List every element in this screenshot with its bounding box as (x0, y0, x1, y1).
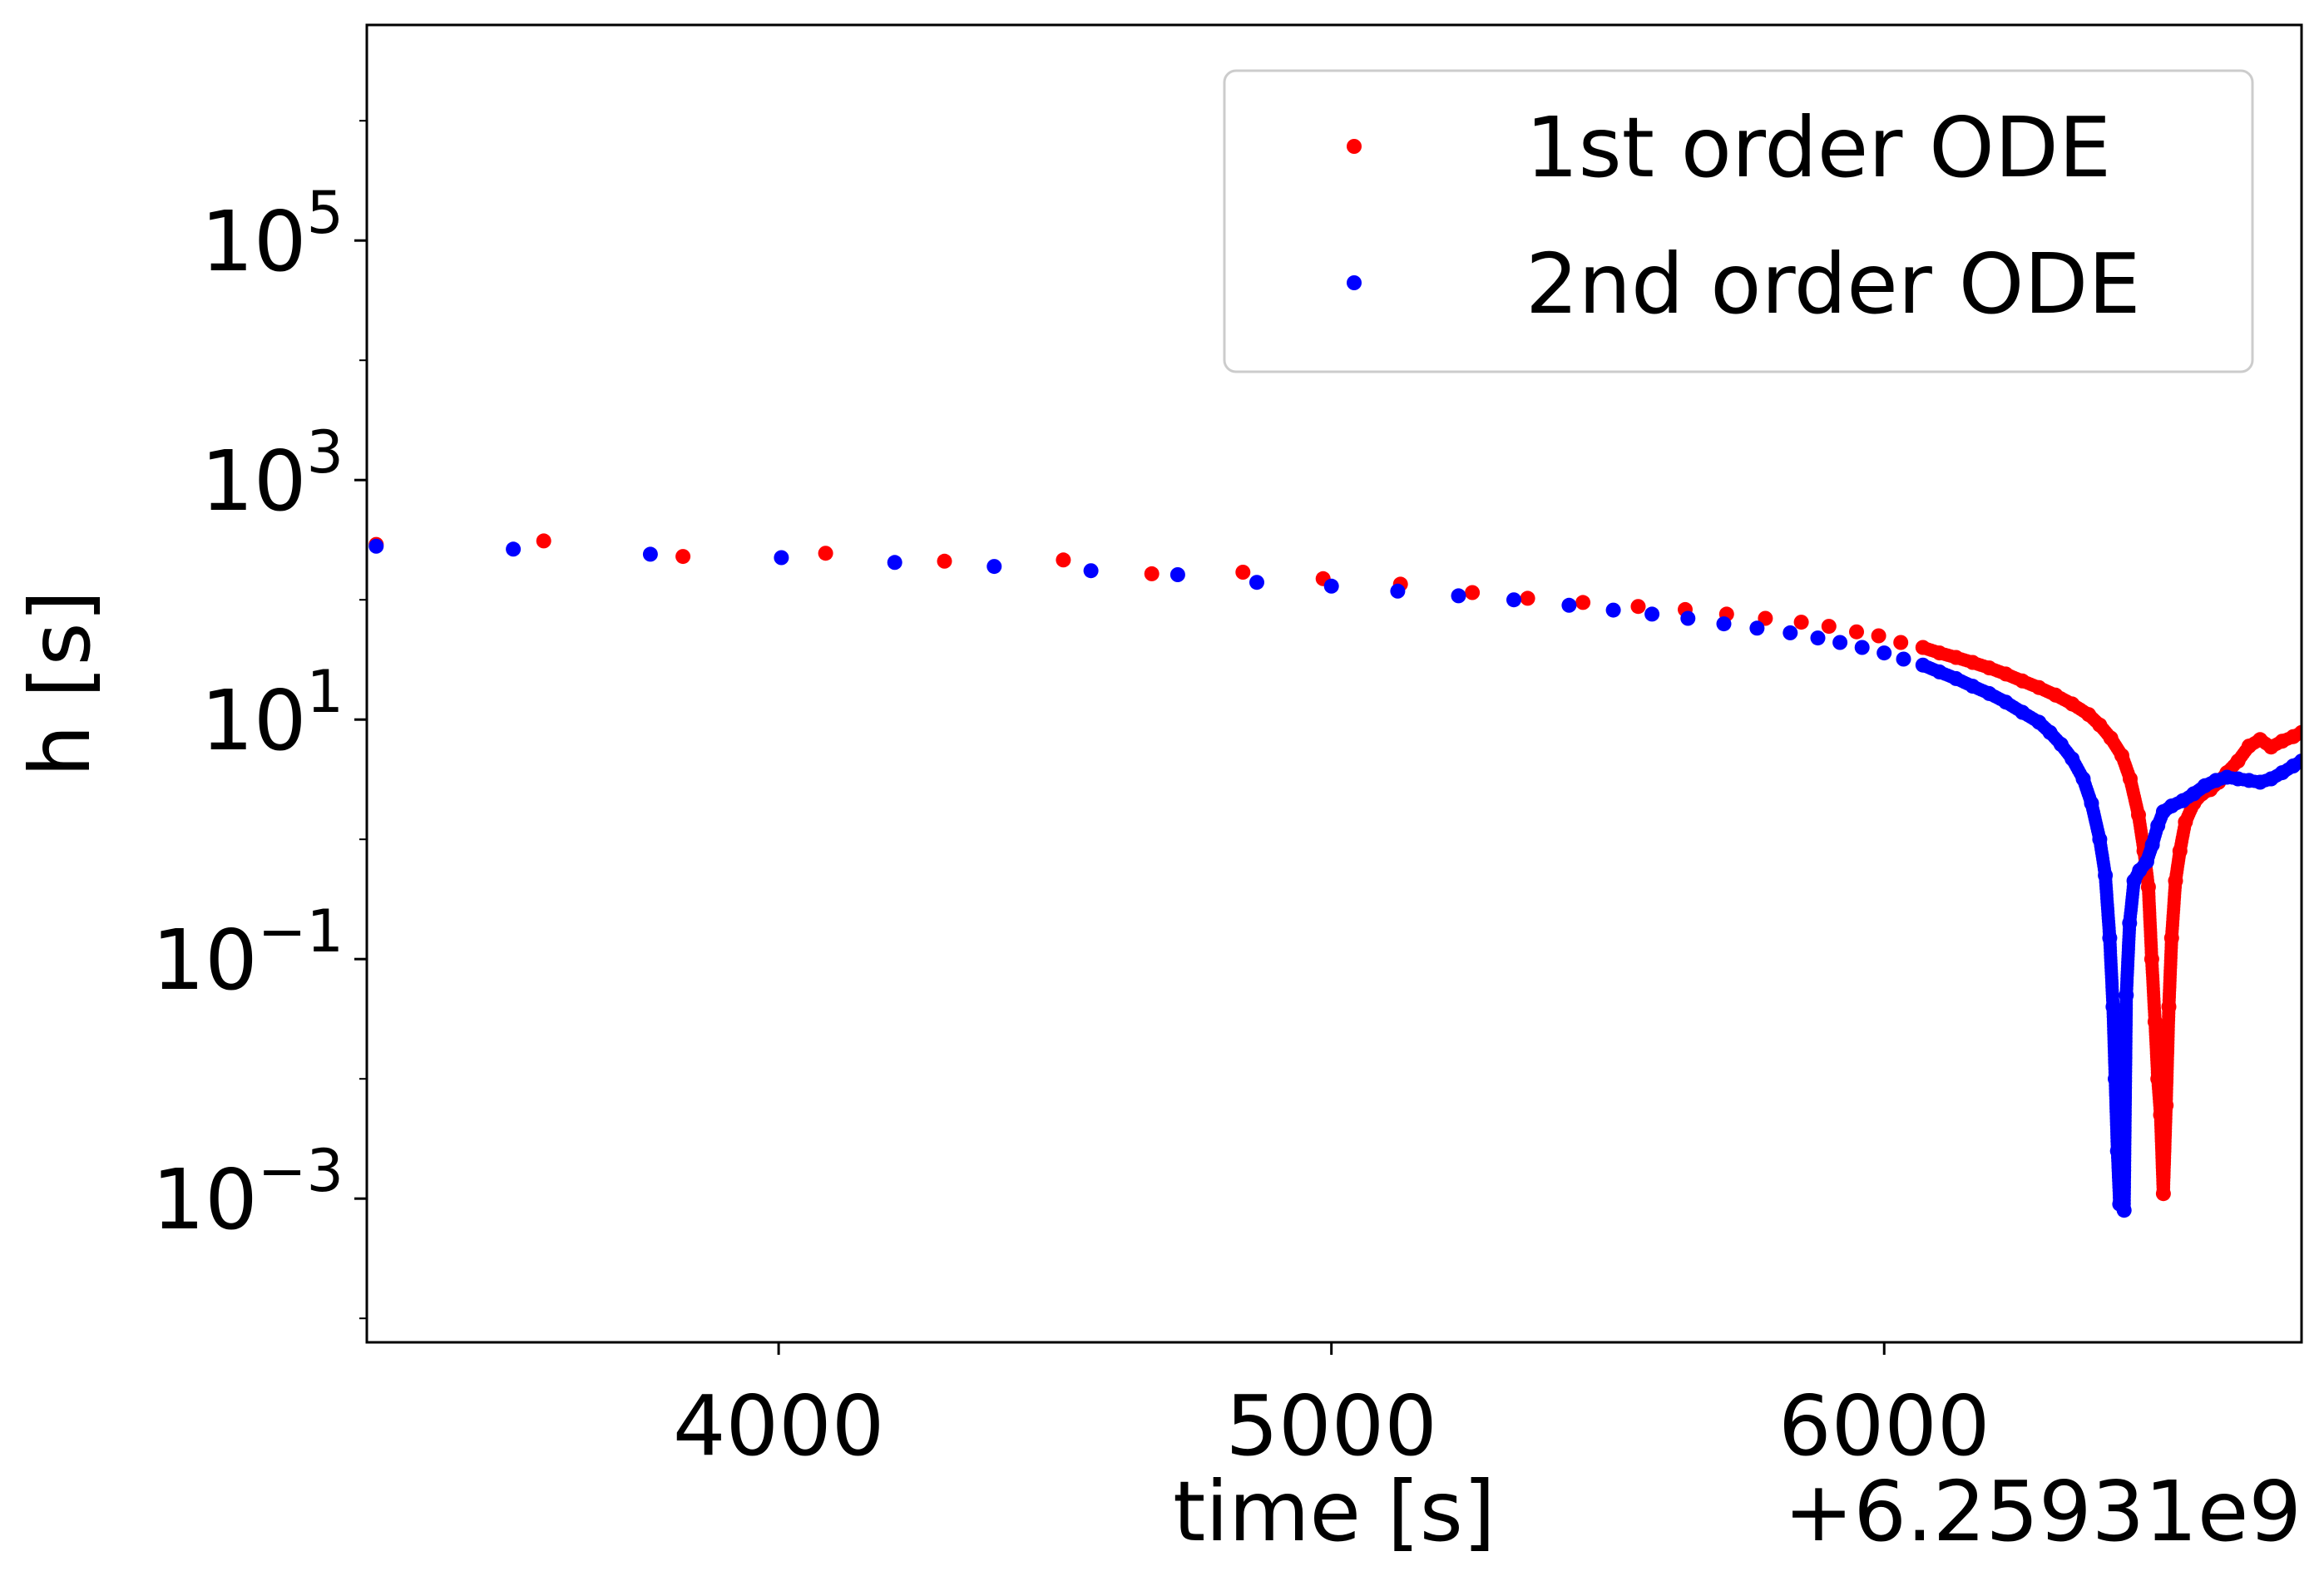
data-point (1877, 645, 1892, 661)
data-point (1249, 575, 1264, 590)
data-point (774, 550, 789, 566)
data-point (1893, 635, 1909, 650)
data-point (986, 559, 1002, 575)
series-1 (368, 533, 2302, 1202)
data-point (2294, 724, 2302, 740)
data-point (368, 538, 384, 554)
data-point (937, 553, 952, 569)
y-axis: 10−3 10−1 101 103 105 (152, 120, 367, 1320)
data-point (642, 546, 658, 562)
data-point (1680, 610, 1696, 626)
data-point (1506, 592, 1521, 608)
series-2 (368, 538, 2302, 1218)
data-point (1083, 563, 1099, 579)
data-point (1749, 620, 1765, 636)
y-tick-label: 10−3 (152, 1137, 344, 1248)
y-axis-label: h [s] (12, 590, 109, 777)
data-point (1849, 624, 1864, 640)
legend-box (1223, 69, 2254, 373)
data-point (1896, 651, 1911, 667)
data-point (1854, 640, 1870, 655)
data-point (1644, 606, 1660, 622)
x-tick-label: 4000 (673, 1377, 885, 1475)
data-point (1323, 578, 1339, 594)
data-point (1783, 625, 1798, 640)
data-point (536, 533, 551, 549)
y-tick-label: 101 (200, 658, 344, 769)
data-point (818, 546, 833, 561)
data-point (1630, 599, 1646, 615)
legend: 1st order ODE 2nd order ODE (1223, 69, 2254, 373)
data-point (1832, 635, 1848, 650)
axes-frame (365, 23, 2303, 1344)
data-point (1390, 583, 1406, 599)
data-point (1056, 552, 1071, 568)
plot-area (368, 533, 2302, 1218)
data-point (1575, 595, 1591, 610)
data-point (1716, 616, 1732, 632)
data-point (1810, 630, 1826, 646)
data-point (1871, 628, 1886, 644)
x-tick-label: 5000 (1225, 1377, 1437, 1475)
y-tick-label: 105 (200, 179, 344, 290)
data-point (1605, 602, 1621, 618)
data-point (2294, 753, 2302, 769)
x-tick-label: 6000 (1778, 1377, 1990, 1475)
data-point (887, 555, 902, 571)
legend-marker-2nd-order (1347, 275, 1362, 290)
data-point (1451, 588, 1466, 604)
x-axis-label: time [s] (1173, 1463, 1496, 1560)
data-point (506, 541, 522, 557)
x-axis: 4000 5000 6000 (673, 1342, 1990, 1475)
x-axis-offset-label: +6.25931e9 (1784, 1463, 2302, 1560)
data-point (1793, 615, 1809, 630)
data-point (1520, 590, 1535, 606)
legend-marker-1st-order (1347, 139, 1362, 154)
data-point (1169, 567, 1185, 582)
data-point (1465, 585, 1481, 600)
legend-label-2nd-order: 2nd order ODE (1525, 235, 2141, 333)
data-point (1821, 619, 1837, 635)
y-tick-label: 10−1 (152, 897, 344, 1009)
legend-label-1st-order: 1st order ODE (1525, 99, 2111, 196)
y-tick-label: 103 (200, 418, 344, 530)
data-point (1758, 610, 1773, 626)
data-point (1235, 565, 1251, 580)
data-point (1144, 566, 1160, 581)
data-point (1561, 597, 1577, 613)
data-point (675, 549, 691, 565)
